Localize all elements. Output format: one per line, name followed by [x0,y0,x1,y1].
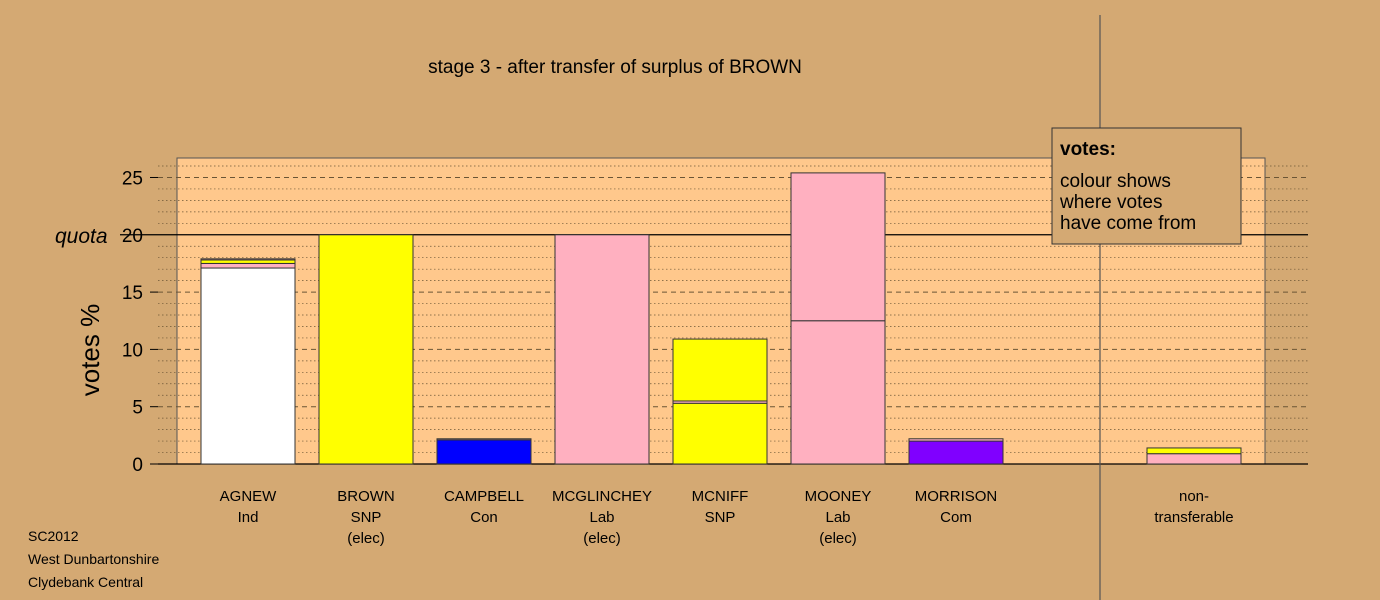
candidate-label: Lab [825,509,850,526]
bar-segment-nontransferable [1146,453,1242,465]
bar-segment-mcniff [672,402,768,465]
legend: votes: colour shows where votes have com… [1051,127,1242,245]
bar-segment-agnew [200,267,296,465]
nontransferable-label: transferable [1154,509,1233,526]
bar-segment-agnew [200,259,296,264]
footer-line-3: Clydebank Central [28,574,144,590]
y-tick-label: 20 [122,226,143,247]
y-tick-label: 0 [132,455,143,476]
legend-line: where votes [1059,192,1162,213]
candidate-label: (elec) [819,530,857,547]
y-tick-label: 15 [122,283,143,304]
y-tick-label: 25 [122,168,143,189]
legend-line: have come from [1060,213,1196,234]
candidate-label: CAMPBELL [444,488,524,505]
bar-segment-brown [318,234,414,465]
candidate-label: SNP [705,509,736,526]
candidate-label: (elec) [583,530,621,547]
bar-segment-agnew [200,262,296,269]
bars [200,172,1242,465]
candidate-label: SNP [351,509,382,526]
legend-title: votes: [1060,139,1116,160]
bar-segment-mcniff [672,338,768,402]
bar-segment-agnew [200,258,296,261]
candidate-labels: AGNEW Ind BROWN SNP (elec) CAMPBELL Con MCGLINC… [220,488,1234,547]
candidate-label: AGNEW [220,488,278,505]
candidate-label: Lab [589,509,614,526]
bar-segment-mooney [790,172,886,322]
footer-line-2: West Dunbartonshire [28,551,160,567]
y-tick-label: 10 [122,340,143,361]
bar-segment-campbell [436,439,532,465]
candidate-label: MCGLINCHEY [552,488,652,505]
footer-line-1: SC2012 [28,528,79,544]
bar-segment-mcglinchey [554,234,650,465]
candidate-label: Ind [238,509,259,526]
candidate-label: MCNIFF [692,488,749,505]
chart-title: stage 3 - after transfer of surplus of B… [428,57,802,78]
candidate-label: (elec) [347,530,385,547]
nontransferable-label: non- [1179,488,1209,505]
y-tick-label: 5 [132,398,143,419]
legend-line: colour shows [1060,171,1171,192]
y-axis-label: votes % [75,304,105,397]
candidate-label: MOONEY [805,488,872,505]
bar-segment-mooney [790,320,886,465]
quota-label: quota [55,225,108,248]
bar-segment-morrison [908,440,1004,465]
legend-box [1051,127,1242,245]
bar-segment-morrison [908,438,1004,442]
candidate-label: Com [940,509,972,526]
bar-segment-nontransferable [1146,447,1242,455]
candidate-label: Con [470,509,498,526]
candidate-label: MORRISON [915,488,998,505]
y-axis: 0 5 10 15 20 25 quota [55,168,158,476]
candidate-label: BROWN [337,488,395,505]
bar-segment-campbell [436,438,532,441]
